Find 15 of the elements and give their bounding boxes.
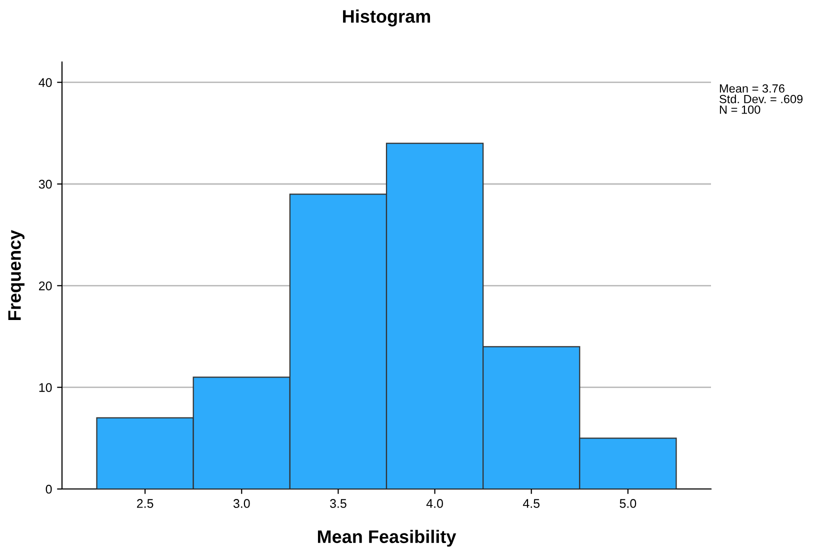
x-tick-label: 3.0 <box>233 499 250 508</box>
x-tick-label: 5.0 <box>620 499 636 508</box>
text: Mean = 3.76 Std. Dev. = .609 N = 100 <box>720 84 803 114</box>
x-tick-label: 4.5 <box>522 499 540 508</box>
y-tick-label: 40 <box>38 78 52 87</box>
x-tick-label: 2.5 <box>137 499 154 508</box>
chart-title: Histogram <box>343 10 430 26</box>
y-axis-title: Frequency <box>8 230 24 320</box>
x-tick-label: 4.0 <box>426 499 443 508</box>
x-axis-title: Mean Feasibility <box>318 530 456 547</box>
y-tick-label: 10 <box>39 383 52 392</box>
y-tick-label: 0 <box>46 484 52 494</box>
x-tick-label: 3.5 <box>330 499 346 508</box>
y-tick-label: 20 <box>39 281 52 290</box>
y-tick-label: 30 <box>38 180 52 189</box>
